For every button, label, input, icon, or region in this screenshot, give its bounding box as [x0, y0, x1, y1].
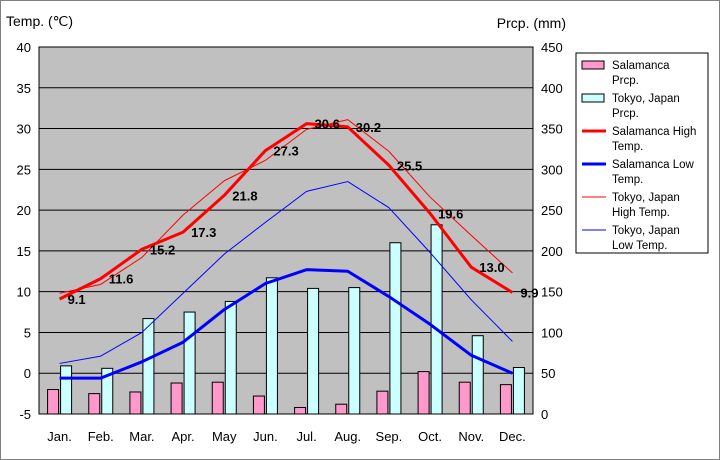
data-label: 30.6 [315, 117, 340, 132]
legend-label: Temp. [612, 174, 643, 186]
y-tick-left: -5 [19, 407, 31, 422]
legend-box [575, 52, 709, 254]
y-tick-left: 20 [17, 203, 31, 218]
y-tick-left: 30 [17, 122, 31, 137]
x-tick-label: Mar. [129, 429, 154, 444]
salamanca-prcp-bar [211, 381, 224, 415]
x-tick-label: Jun. [253, 429, 278, 444]
tokyo-prcp-bar [512, 367, 525, 415]
legend-label: Prcp. [612, 75, 639, 87]
y-tick-right: 0 [541, 407, 548, 422]
x-tick-label: Sep. [376, 429, 403, 444]
tokyo-prcp-bar [307, 287, 320, 415]
y-tick-right: 250 [541, 203, 563, 218]
salamanca-prcp-bar [170, 382, 183, 415]
left-axis-unit: Temp. (℃) [6, 13, 73, 29]
y-tick-left: 25 [17, 162, 31, 177]
salamanca-prcp-bar [47, 389, 60, 415]
x-tick-label: Apr. [172, 429, 195, 444]
x-tick-label: Dec. [499, 429, 526, 444]
salamanca-prcp-bar [335, 403, 348, 415]
tokyo-low-line [59, 181, 513, 364]
salamanca-low-line [59, 268, 514, 380]
y-tick-right: 200 [541, 244, 563, 259]
salamanca-prcp-bar [458, 381, 471, 415]
tokyo-prcp-bar [430, 224, 443, 415]
x-tick-label: May [212, 429, 237, 444]
y-tick-left: 35 [17, 81, 31, 96]
tokyo-prcp-bar [471, 335, 484, 415]
legend-label: Salamanca Low [612, 159, 695, 171]
y-tick-right: 50 [541, 366, 555, 381]
legend-label: Salamanca High [612, 126, 696, 138]
legend-label: Tokyo, Japan [612, 192, 680, 204]
data-label: 9.1 [68, 292, 86, 307]
y-tick-left: 40 [17, 40, 31, 55]
y-tick-left: 15 [17, 244, 31, 259]
y-tick-right: 350 [541, 122, 563, 137]
data-label: 19.6 [438, 206, 463, 221]
legend-label: Temp. [612, 141, 643, 153]
salamanca-prcp-bar [88, 393, 101, 415]
right-axis-unit: Prcp. (mm) [497, 15, 566, 31]
x-tick-label: Jan. [47, 429, 72, 444]
x-tick-label: Aug. [334, 429, 361, 444]
tokyo-prcp-bar [389, 242, 402, 415]
tokyo-prcp-bar [224, 300, 237, 415]
legend-swatch [581, 60, 605, 70]
data-label: 11.6 [109, 272, 134, 287]
tokyo-prcp-bar [348, 287, 361, 415]
legend-label: Tokyo, Japan [612, 225, 680, 237]
legend-label: High Temp. [612, 207, 670, 219]
x-tick-label: Nov. [458, 429, 484, 444]
legend-label: Salamanca [612, 60, 670, 72]
y-tick-left: 0 [24, 366, 31, 381]
tokyo-prcp-bar [142, 318, 155, 415]
data-label: 17.3 [191, 225, 216, 240]
legend-swatch [581, 93, 605, 103]
legend-label: Prcp. [612, 108, 639, 120]
salamanca-prcp-bar [376, 390, 389, 415]
data-label: 25.5 [397, 158, 422, 173]
data-label: 27.3 [273, 144, 298, 159]
salamanca-prcp-bar [252, 395, 265, 415]
plot-area [38, 46, 534, 415]
tokyo-prcp-bar [265, 277, 278, 415]
salamanca-prcp-bar [129, 391, 142, 415]
y-tick-right: 450 [541, 40, 563, 55]
tokyo-prcp-bar [101, 367, 114, 415]
data-label: 9.9 [520, 285, 538, 300]
tokyo-prcp-bar [183, 311, 196, 415]
salamanca-prcp-bar [417, 371, 430, 415]
salamanca-prcp-bar [499, 384, 512, 415]
salamanca-prcp-bar [294, 406, 307, 415]
salamanca-high-line [58, 122, 514, 301]
data-label: 13.0 [479, 260, 504, 275]
tokyo-high-line [59, 119, 513, 294]
data-label: 15.2 [150, 242, 175, 257]
y-tick-right: 150 [541, 285, 563, 300]
y-tick-right: 100 [541, 325, 563, 340]
legend-label: Tokyo, Japan [612, 93, 680, 105]
y-tick-right: 400 [541, 81, 563, 96]
x-tick-label: Feb. [88, 429, 114, 444]
legend-label: Low Temp. [612, 240, 667, 252]
tokyo-prcp-bar [60, 365, 73, 415]
y-tick-left: 5 [24, 325, 31, 340]
y-tick-right: 300 [541, 162, 563, 177]
x-tick-label: Jul. [296, 429, 316, 444]
y-tick-left: 10 [17, 285, 31, 300]
data-label: 30.2 [356, 120, 381, 135]
x-tick-label: Oct. [418, 429, 442, 444]
data-label: 21.8 [232, 188, 257, 203]
